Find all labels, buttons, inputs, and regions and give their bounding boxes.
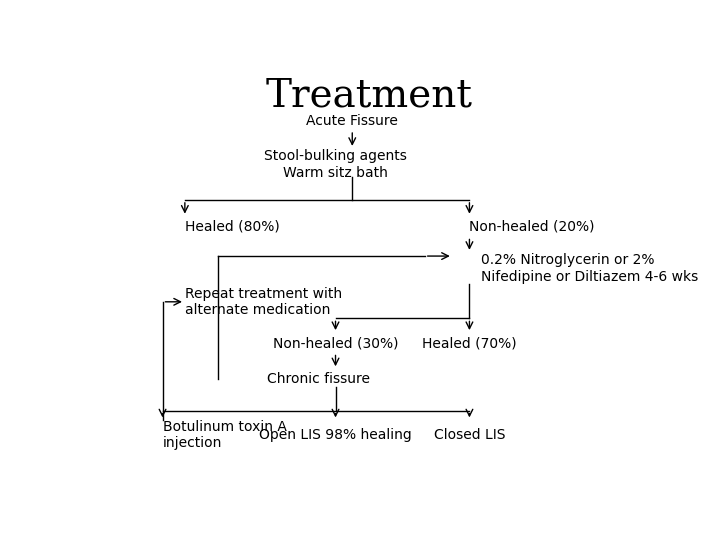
Text: Stool-bulking agents
Warm sitz bath: Stool-bulking agents Warm sitz bath	[264, 150, 407, 180]
Text: Healed (70%): Healed (70%)	[422, 336, 517, 350]
Text: Chronic fissure: Chronic fissure	[267, 372, 370, 386]
Text: Open LIS 98% healing: Open LIS 98% healing	[259, 428, 412, 442]
Text: Non-healed (30%): Non-healed (30%)	[273, 336, 398, 350]
Text: Treatment: Treatment	[266, 77, 472, 114]
Text: Repeat treatment with
alternate medication: Repeat treatment with alternate medicati…	[185, 287, 342, 317]
Text: Closed LIS: Closed LIS	[433, 428, 505, 442]
Text: Botulinum toxin A
injection: Botulinum toxin A injection	[163, 420, 287, 450]
Text: Acute Fissure: Acute Fissure	[306, 114, 398, 128]
Text: Non-healed (20%): Non-healed (20%)	[469, 220, 595, 234]
Text: 0.2% Nitroglycerin or 2%
Nifedipine or Diltiazem 4-6 wks: 0.2% Nitroglycerin or 2% Nifedipine or D…	[481, 253, 698, 284]
Text: Healed (80%): Healed (80%)	[185, 220, 279, 234]
